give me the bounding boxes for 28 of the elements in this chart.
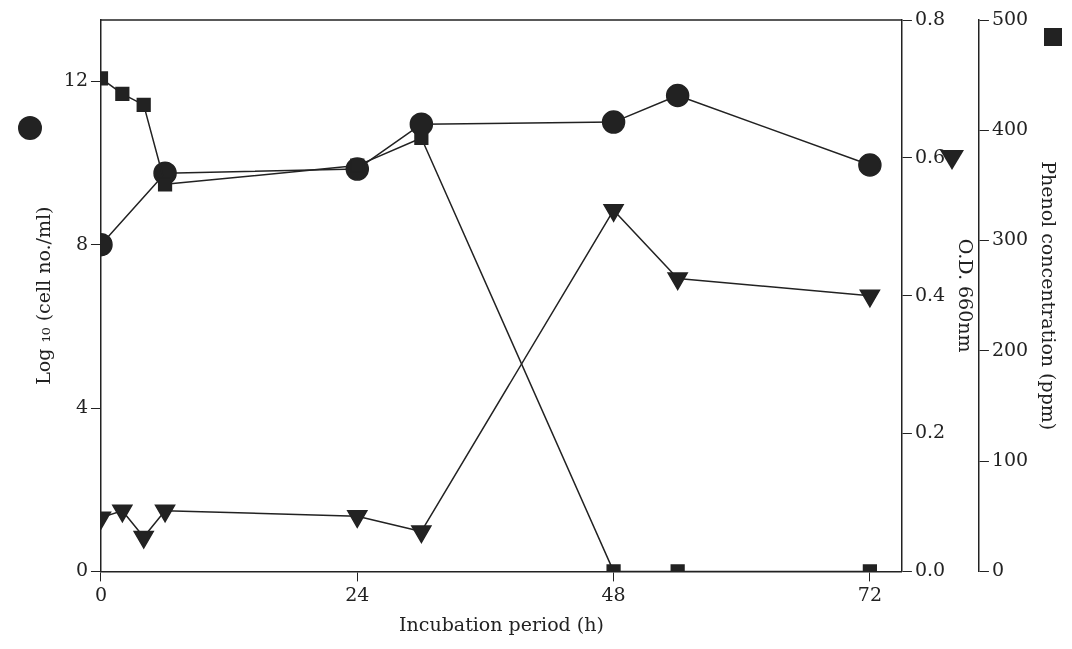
point: [858, 153, 882, 177]
point: [136, 97, 151, 113]
y-axis-title: Log ₁₀ (cell no./ml): [32, 206, 55, 385]
y2-tick-label: 0.0: [914, 558, 946, 581]
y3-tick-label: 100: [991, 448, 1029, 471]
y3-tick-label: 500: [991, 6, 1029, 29]
x-tick-label: 72: [857, 582, 882, 605]
x-tick-label: 0: [94, 582, 108, 605]
x-axis-title: Incubation period (h): [399, 612, 604, 635]
y2-tick-label: 0.8: [914, 6, 946, 29]
y3-tick-label: 200: [991, 337, 1029, 360]
y-tick-label: 8: [75, 231, 88, 254]
y3-axis-title: Phenol concentration (ppm): [1037, 161, 1060, 431]
y3-tick-label: 400: [991, 117, 1029, 140]
y3-tick-label: 0: [991, 558, 1005, 581]
y-tick-label: 12: [63, 68, 88, 91]
point: [601, 110, 626, 134]
point: [665, 83, 690, 108]
y2-tick-label: 0.4: [914, 282, 946, 305]
y2-axis-title: O.D. 660nm: [954, 238, 977, 353]
x-tick-label: 24: [345, 582, 370, 605]
y3-tick-label: 300: [991, 227, 1029, 250]
y2-tick-label: 0.2: [914, 420, 946, 443]
point: [115, 86, 130, 101]
y2-tick-label: 0.6: [914, 144, 946, 167]
y-tick-label: 4: [75, 394, 88, 417]
x-tick-label: 48: [601, 582, 626, 605]
y-tick-label: 0: [75, 558, 88, 581]
